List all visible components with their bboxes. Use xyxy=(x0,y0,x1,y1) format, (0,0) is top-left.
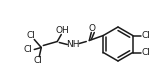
Text: Cl: Cl xyxy=(141,48,150,57)
Text: Cl: Cl xyxy=(141,31,150,40)
Text: O: O xyxy=(89,24,96,33)
Text: OH: OH xyxy=(55,26,69,35)
Text: NH: NH xyxy=(67,40,80,49)
Text: Cl: Cl xyxy=(27,31,36,40)
Text: Cl: Cl xyxy=(24,45,33,54)
Text: Cl: Cl xyxy=(34,56,43,65)
